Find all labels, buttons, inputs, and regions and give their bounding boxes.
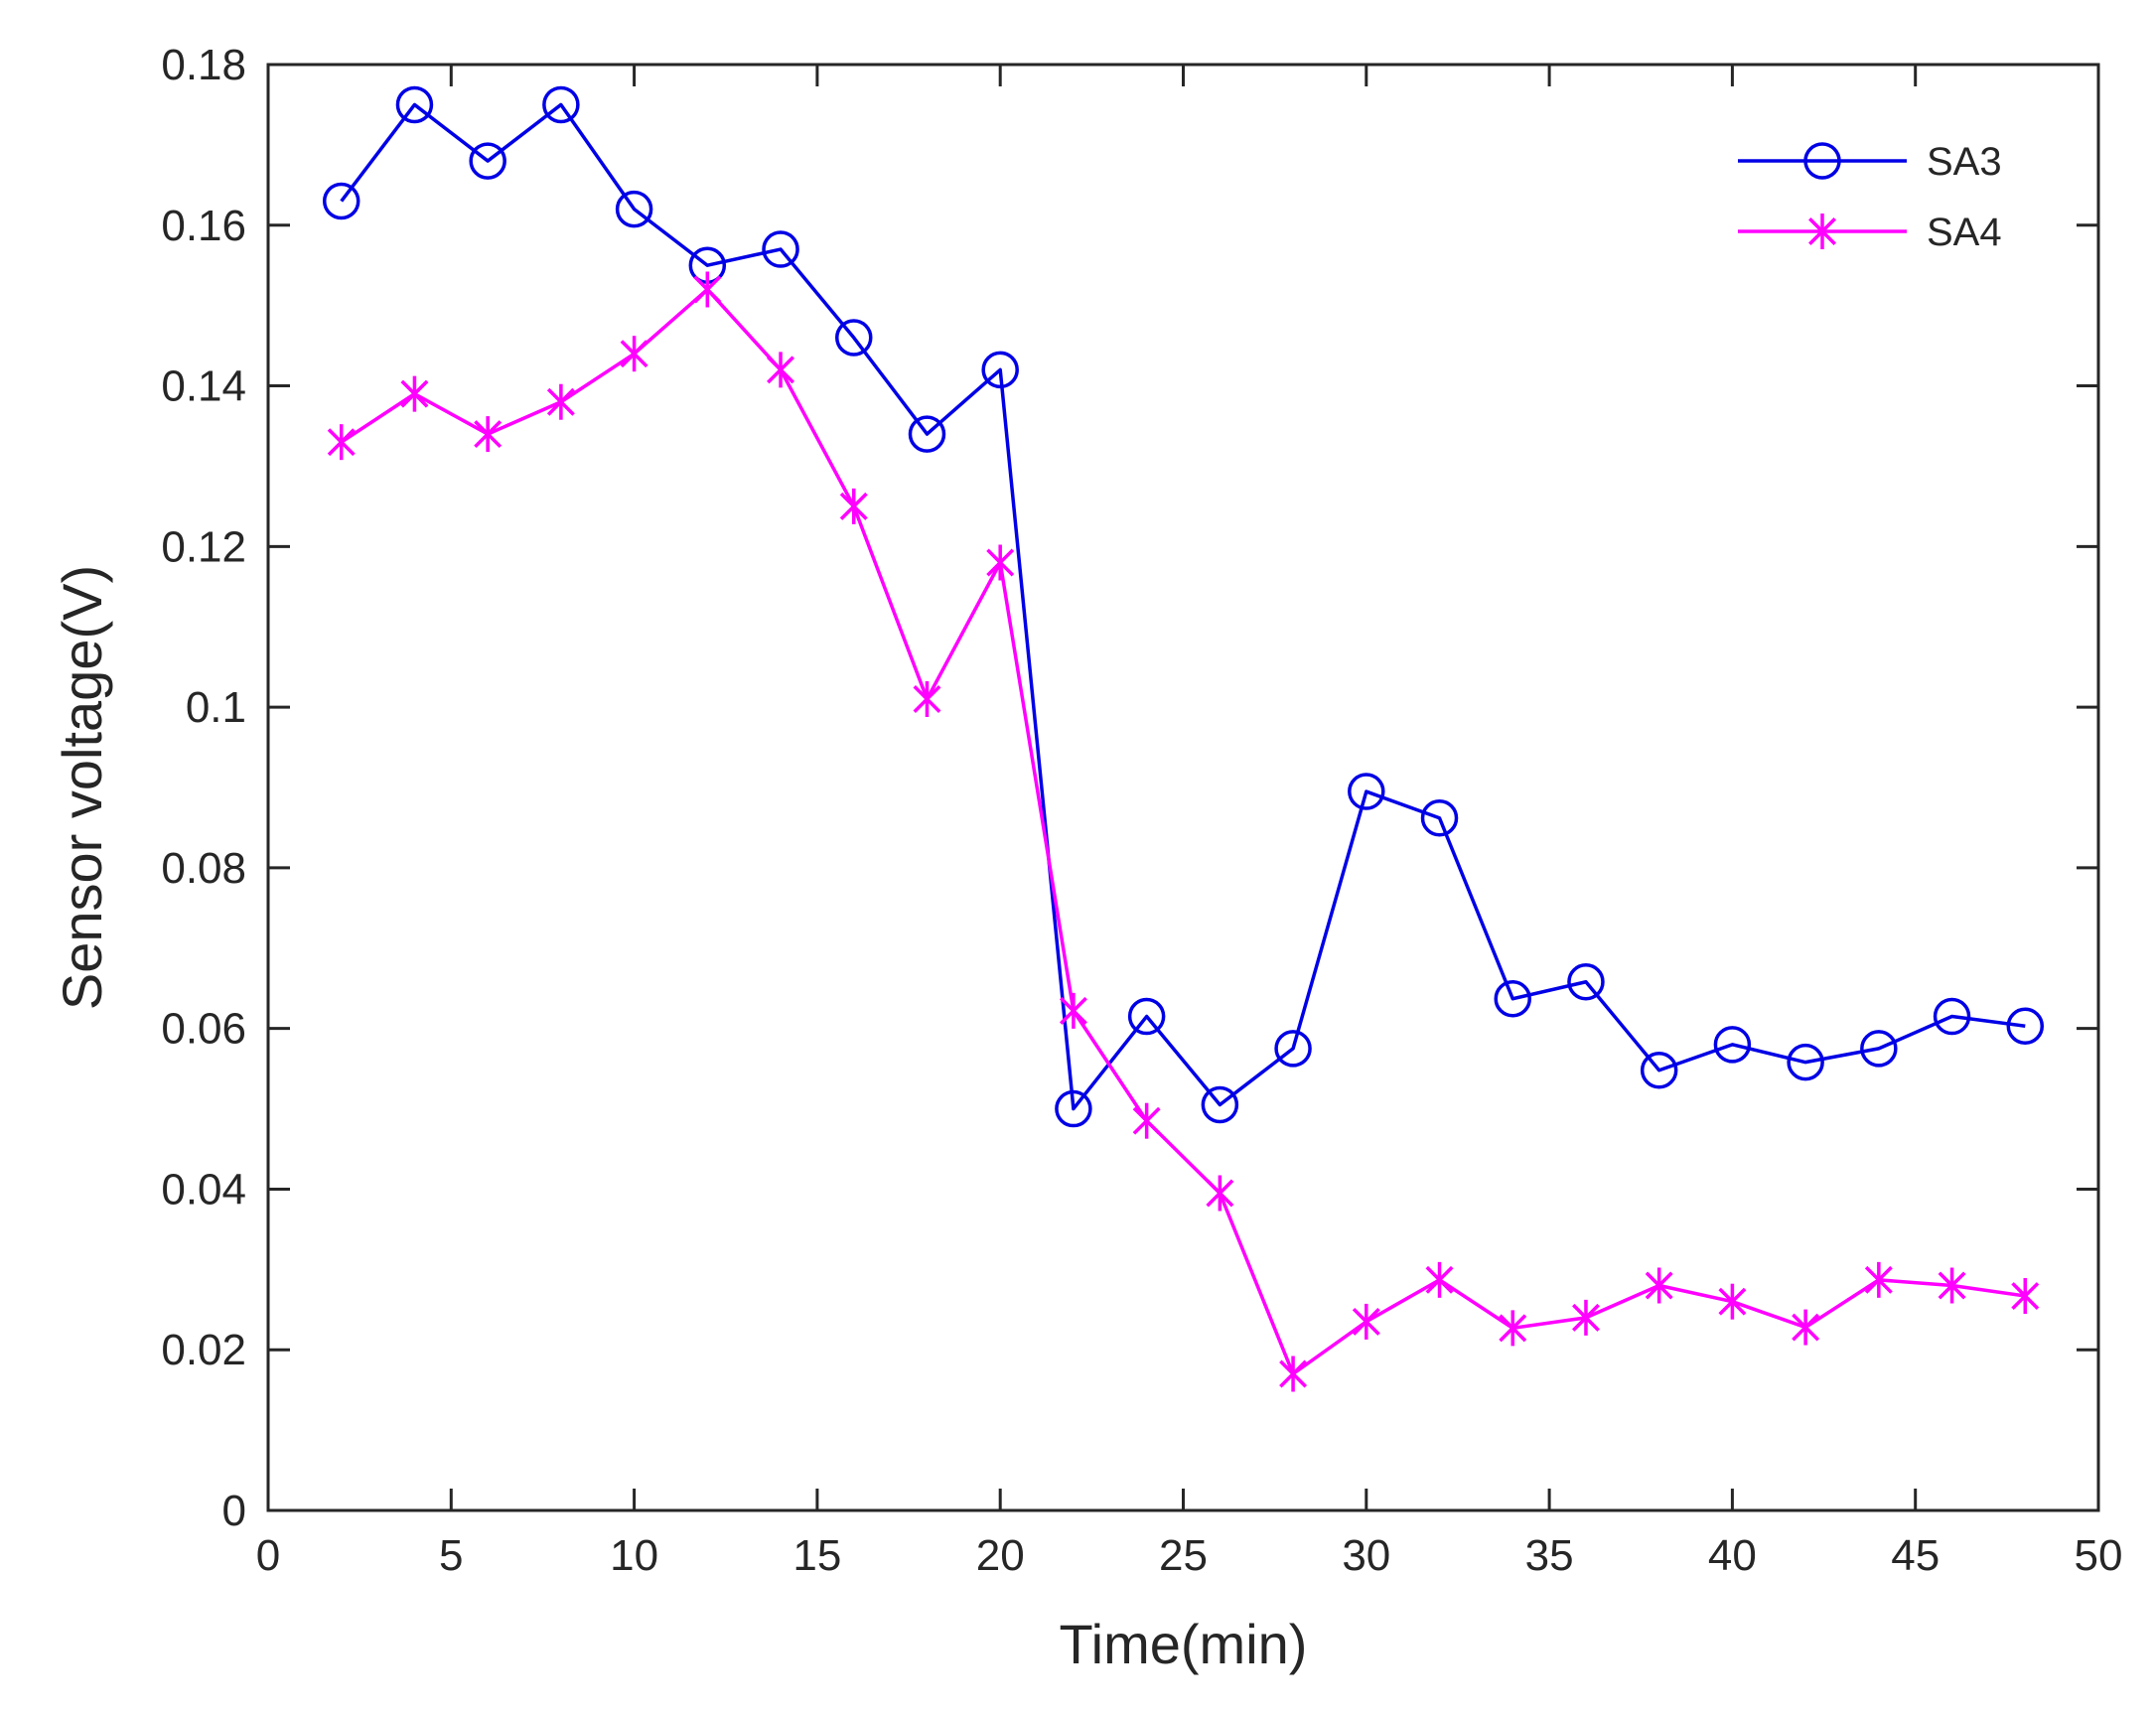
data-point-circle [1055,1089,1092,1128]
y-axis: 0 0.02 0.04 0.06 0.08 0.1 0.12 0.14 0.16 0.18 [161,41,2098,1535]
series-sa4 [327,271,2040,1392]
data-point-asterisk [839,488,868,524]
data-point-asterisk [1864,1261,1893,1298]
x-tick-label: 10 [610,1531,658,1580]
y-tick-label: 0.1 [186,683,246,732]
data-point-circle [1803,142,1841,180]
data-point-circle [2006,1007,2045,1045]
data-point-circle [1860,1030,1898,1068]
x-tick-label: 20 [976,1531,1025,1580]
data-point-circle [908,415,946,453]
legend-label: SA4 [1927,211,2002,254]
y-tick-label: 0.18 [161,41,246,89]
data-point-asterisk [1279,1356,1308,1392]
data-point-circle [1348,773,1385,810]
data-point-circle [1127,997,1166,1036]
data-point-asterisk [620,336,648,372]
data-point-asterisk [693,271,722,308]
data-point-asterisk [986,544,1015,581]
data-point-asterisk [1425,1261,1454,1298]
y-tick-label: 0.14 [161,362,246,411]
data-point-asterisk [546,383,575,420]
data-point-asterisk [1938,1267,1966,1304]
y-tick-label: 0.02 [161,1326,246,1374]
data-point-asterisk [1808,214,1836,249]
data-point-circle [1274,1030,1312,1068]
y-tick-label: 0.08 [161,844,246,893]
y-tick-label: 0.16 [161,202,246,250]
x-tick-label: 35 [1525,1531,1574,1580]
data-point-asterisk [2011,1278,2040,1315]
x-tick-label: 15 [792,1531,841,1580]
data-point-circle [835,319,873,357]
x-tick-label: 0 [256,1531,280,1580]
series-line [340,287,2026,1376]
x-tick-label: 30 [1342,1531,1390,1580]
data-point-circle [1713,1026,1752,1064]
data-point-circle [542,85,580,124]
data-point-circle [1567,963,1605,1001]
data-point-circle [981,351,1019,389]
data-point-asterisk [1792,1309,1820,1346]
data-point-asterisk [327,424,356,461]
data-point-asterisk [1718,1283,1747,1320]
x-tick-label: 25 [1159,1531,1208,1580]
plot-area: 0 5 10 15 20 25 30 35 40 45 50 0 0.02 0.04 0.06 0.08 0.… [161,41,2122,1580]
data-point-circle [395,85,434,124]
y-tick-label: 0.04 [161,1165,246,1214]
x-axis: 0 5 10 15 20 25 30 35 40 45 50 [256,65,2123,1580]
y-tick-label: 0.06 [161,1005,246,1054]
data-point-circle [1420,798,1459,837]
x-axis-title: Time(min) [1060,1613,1308,1675]
data-point-circle [1640,1051,1678,1089]
legend-item-sa3: SA3 [1738,140,2002,184]
data-point-circle [322,182,360,220]
data-point-asterisk [1645,1267,1673,1304]
data-point-asterisk [1571,1299,1600,1336]
data-point-asterisk [1206,1175,1234,1212]
y-axis-title: Sensor voltage(V) [51,565,113,1010]
data-point-circle [469,142,506,180]
x-tick-label: 40 [1708,1531,1757,1580]
series-sa3 [322,85,2045,1128]
legend-item-sa4: SA4 [1738,211,2002,254]
data-point-asterisk [1132,1102,1161,1139]
data-point-asterisk [1499,1310,1527,1347]
x-tick-label: 5 [439,1531,463,1580]
legend-swatch-marker [1808,214,1836,249]
series-line [340,102,2026,1111]
data-point-asterisk [474,416,503,453]
data-point-asterisk [1059,992,1087,1029]
data-point-circle [1494,979,1531,1018]
legend-swatch-marker [1803,142,1841,180]
data-point-asterisk [913,681,941,718]
data-point-circle [615,190,653,228]
data-point-circle [1201,1085,1239,1124]
legend: SA3 SA4 [1738,140,2002,254]
data-point-asterisk [767,352,795,388]
x-tick-label: 50 [2075,1531,2123,1580]
data-point-asterisk [1352,1303,1380,1340]
data-point-asterisk [400,375,429,412]
data-point-circle [1933,997,1971,1036]
x-tick-label: 45 [1891,1531,1940,1580]
y-tick-label: 0 [222,1487,246,1535]
data-point-circle [1787,1043,1824,1081]
y-tick-label: 0.12 [161,522,246,571]
legend-label: SA3 [1927,140,2002,184]
data-point-circle [762,230,799,268]
series-layer [322,85,2045,1392]
